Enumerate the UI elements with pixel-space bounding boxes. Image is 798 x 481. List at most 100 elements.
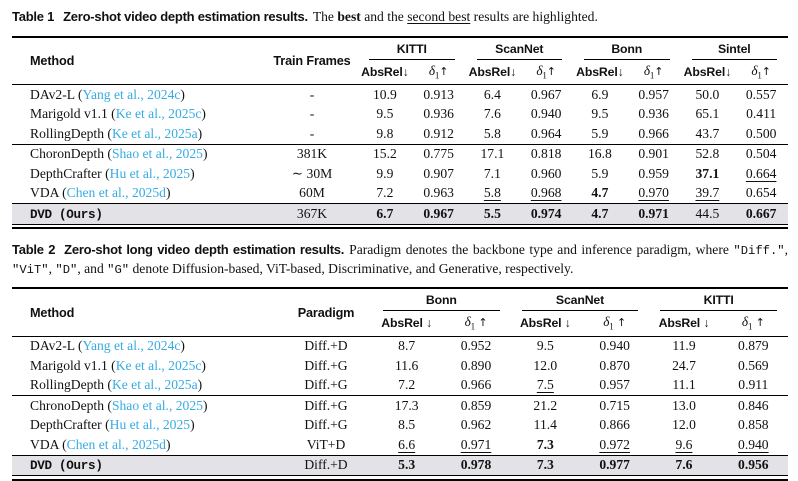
value-cell: 37.1 xyxy=(681,164,735,184)
citation-link[interactable]: Yang et al., 2024c xyxy=(82,86,181,102)
citation-link[interactable]: Shao et al., 2025 xyxy=(111,146,203,162)
metric-value: 12.0 xyxy=(672,417,696,433)
method-cell: DAv2-L (Yang et al., 2024c) xyxy=(12,85,266,105)
metric-value: 11.1 xyxy=(672,377,696,393)
metric-value: 9.5 xyxy=(376,106,394,122)
text-fragment: ) xyxy=(201,106,206,122)
metric-value: 0.890 xyxy=(460,357,492,373)
citation-link[interactable]: Chen et al., 2025d xyxy=(66,185,166,201)
text-fragment: RollingDepth ( xyxy=(30,125,112,141)
metric-value: 0.846 xyxy=(738,397,769,413)
table1-caption: Table 1 Zero-shot video depth estimation … xyxy=(12,8,788,26)
value-cell: 7.6 xyxy=(466,105,520,125)
method-cell: RollingDepth (Ke et al., 2025a) xyxy=(12,375,280,397)
result-row: ChoronDepth (Shao et al., 2025) 381K 15.2 0… xyxy=(12,144,788,164)
value-cell: 6.9 xyxy=(573,85,627,105)
value-cell: 0.978 xyxy=(441,455,511,477)
metric-value: 44.5 xyxy=(695,205,720,221)
value-cell: 9.9 xyxy=(358,164,412,184)
citation-link[interactable]: Ke et al., 2025a xyxy=(111,125,198,141)
text-fragment: DVD (Ours) xyxy=(30,459,103,474)
second-best-value: 7.5 xyxy=(536,377,554,393)
result-row: DAv2-L (Yang et al., 2024c) Diff.+D 8.7 0.9… xyxy=(12,336,788,356)
citation-link[interactable]: Ke et al., 2025a xyxy=(111,377,198,393)
value-cell: 0.956 xyxy=(718,455,788,477)
value-cell: 9.5 xyxy=(511,336,580,356)
value-cell: 65.1 xyxy=(681,105,735,125)
text-fragment: ) xyxy=(201,357,206,373)
best-value: 0.967 xyxy=(423,205,454,221)
citation-link[interactable]: Chen et al., 2025d xyxy=(66,436,166,452)
metric-value: 21.2 xyxy=(533,397,558,413)
value-cell: 0.411 xyxy=(734,105,788,125)
value-cell: 0.964 xyxy=(519,124,573,145)
value-cell: 7.5 xyxy=(510,375,580,397)
value-cell: 4.7 xyxy=(573,203,627,225)
value-cell: 0.913 xyxy=(412,85,466,105)
text-fragment: The xyxy=(312,9,338,24)
best-value: 0.971 xyxy=(638,205,669,221)
text-fragment: ) xyxy=(190,417,195,433)
value-cell: 0.971 xyxy=(441,435,511,456)
value-cell: 0.970 xyxy=(626,183,681,205)
metric-value: 7.6 xyxy=(483,106,501,122)
long-video-depth-table: Method Paradigm Bonn ScanNet KITTI AbsRel ↓ δ1… xyxy=(12,287,788,477)
metric-value: 0.859 xyxy=(460,397,492,413)
metric-value: 16.8 xyxy=(587,146,612,162)
value-cell: 0.911 xyxy=(718,375,788,397)
second-best-value: 0.664 xyxy=(745,165,777,181)
value-cell: 0.569 xyxy=(719,356,788,376)
group-header-kitti: KITTI xyxy=(358,37,466,60)
ours-result-row: DVD (Ours) Diff.+D 5.3 0.978 7.3 0.977 7.6 0.95… xyxy=(12,455,788,477)
value-cell: 0.901 xyxy=(627,144,681,164)
metric-value: 0.870 xyxy=(599,357,630,373)
text-fragment: ) xyxy=(197,125,203,141)
metric-value: 0.775 xyxy=(423,146,454,162)
value-cell: 5.9 xyxy=(573,164,627,184)
text-fragment: results are highlighted. xyxy=(470,9,598,24)
metric-value: 7.1 xyxy=(483,165,501,181)
metric-value: 0.963 xyxy=(423,185,454,201)
method-cell: ChoronDepth (Shao et al., 2025) xyxy=(12,144,266,164)
metric-value: 0.569 xyxy=(738,357,769,373)
best-value: 7.6 xyxy=(675,457,693,473)
metric-value: 0.901 xyxy=(638,146,669,162)
text-fragment: and the xyxy=(360,9,408,24)
paradigm-cell: Diff.+D xyxy=(280,455,372,477)
table1-caption-title: Zero-shot video depth estimation results… xyxy=(63,9,308,24)
metric-value: 8.5 xyxy=(398,417,416,433)
value-cell: 0.890 xyxy=(441,356,510,376)
value-cell: 13.0 xyxy=(649,396,718,416)
paradigm-cell: Diff.+D xyxy=(304,338,348,354)
metric-value: 10.9 xyxy=(372,86,397,102)
metric-header-absrel: AbsRel ↓ xyxy=(510,311,580,337)
value-cell: 0.859 xyxy=(441,396,510,416)
metric-value: 0.557 xyxy=(745,86,777,102)
second-best-value: 0.972 xyxy=(599,436,630,452)
citation-link[interactable]: Hu et al., 2025 xyxy=(109,417,191,433)
method-cell: Marigold v1.1 (Ke et al., 2025c) xyxy=(12,105,266,125)
citation-link[interactable]: Hu et al., 2025 xyxy=(109,165,191,181)
value-cell: 39.7 xyxy=(680,183,735,205)
metric-header-absrel: AbsRel↓ xyxy=(680,60,735,86)
metric-value: 11.4 xyxy=(533,417,557,433)
group-header-kitti: KITTI xyxy=(649,288,788,312)
metric-value: 0.504 xyxy=(745,146,777,162)
metric-value: 0.966 xyxy=(460,377,492,393)
table2-caption-title: Zero-shot long video depth estimation re… xyxy=(64,242,345,258)
table2-caption-text: Paradigm denotes the backbone type and i… xyxy=(12,242,788,277)
citation-link[interactable]: Shao et al., 2025 xyxy=(111,397,203,413)
text-fragment: denote Diffusion-based, ViT-based, Discr… xyxy=(129,261,574,277)
value-cell: 5.9 xyxy=(573,124,627,145)
citation-link[interactable]: Yang et al., 2024c xyxy=(82,338,181,354)
value-cell: 15.2 xyxy=(358,144,412,164)
citation-link[interactable]: Ke et al., 2025c xyxy=(115,357,202,373)
dataset-name: ScanNet xyxy=(495,42,544,56)
citation-link[interactable]: Ke et al., 2025c xyxy=(115,106,202,122)
text-fragment: DAv2-L ( xyxy=(30,338,83,354)
text-fragment: , xyxy=(48,261,56,277)
metric-header-delta1: δ1↑ xyxy=(411,60,466,86)
value-cell: 0.504 xyxy=(734,144,788,164)
train-frames-cell: ∼ 30M xyxy=(291,165,333,181)
value-cell: 0.940 xyxy=(718,435,788,456)
